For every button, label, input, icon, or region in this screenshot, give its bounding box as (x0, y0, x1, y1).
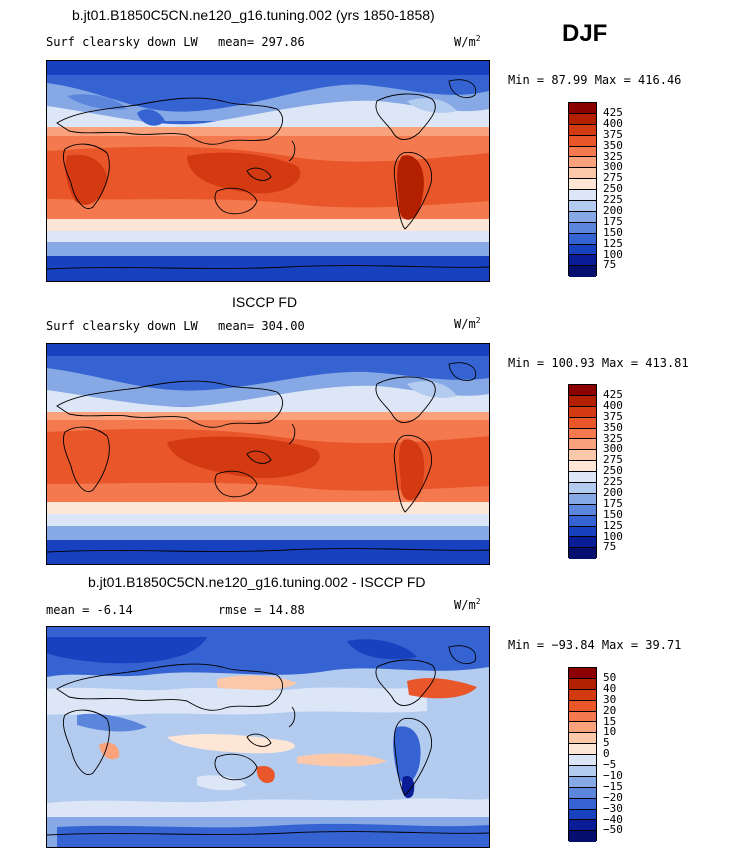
panel2-variable-label: Surf clearsky down LW (46, 319, 198, 333)
panel2-units: W/m2 (454, 316, 481, 331)
colorbar-tick: 250 (603, 182, 623, 196)
colorbar-tick: 5 (603, 736, 610, 750)
panel1-title: b.jt01.B1850C5CN.ne120_g16.tuning.002 (y… (72, 7, 435, 23)
colorbar-tick: 0 (603, 747, 610, 761)
colorbar-tick: 15 (603, 714, 617, 728)
colorbar-tick: 125 (603, 236, 623, 250)
panel1-colorbar (568, 102, 597, 278)
colorbar-tick: 150 (603, 507, 623, 521)
panel3-units: W/m2 (454, 597, 481, 612)
panel2-contour-field (47, 344, 489, 564)
panel1-map (46, 60, 490, 282)
panel2-mean-text: mean= 304.00 (218, 319, 305, 333)
panel3-rmse-text: rmse = 14.88 (218, 603, 305, 617)
colorbar-tick: −30 (603, 801, 623, 815)
colorbar-tick: 50 (603, 671, 617, 684)
panel2-minmax: Min = 100.93 Max = 413.81 (508, 356, 689, 370)
colorbar-tick: 100 (603, 529, 623, 543)
colorbar-tick: 375 (603, 127, 623, 141)
panel2-map (46, 343, 490, 565)
colorbar-tick: −50 (603, 823, 623, 837)
colorbar-tick: 100 (603, 247, 623, 261)
colorbar-tick: 400 (603, 398, 623, 412)
colorbar-tick: 175 (603, 214, 623, 228)
colorbar-tick: 275 (603, 171, 623, 185)
panel1-variable-label: Surf clearsky down LW (46, 35, 198, 49)
colorbar-tick: 400 (603, 116, 623, 130)
colorbar-tick: 225 (603, 193, 623, 207)
colorbar-tick: 125 (603, 518, 623, 532)
colorbar-tick: 75 (603, 540, 617, 554)
colorbar-tick: −5 (603, 758, 617, 772)
colorbar-tick: 175 (603, 496, 623, 510)
colorbar-tick: 200 (603, 486, 623, 500)
panel3-mean-text: mean = -6.14 (46, 603, 133, 617)
panel1-contour-field (47, 61, 489, 281)
colorbar-tick: 425 (603, 106, 623, 119)
panel3-minmax: Min = −93.84 Max = 39.71 (508, 638, 682, 652)
colorbar-tick: 30 (603, 692, 617, 706)
panel1-colorbar-labels: 425 400 375 350 325 300 275 250 225 200 … (603, 106, 623, 272)
colorbar-tick: 250 (603, 464, 623, 478)
colorbar-tick: 300 (603, 442, 623, 456)
panel3-map (46, 626, 490, 848)
panel3-colorbar (568, 667, 597, 843)
colorbar-tick: 425 (603, 388, 623, 401)
colorbar-tick: 350 (603, 420, 623, 434)
panel2-colorbar (568, 384, 597, 560)
panel1-mean-text: mean= 297.86 (218, 35, 305, 49)
colorbar-tick: 225 (603, 475, 623, 489)
colorbar-tick: 350 (603, 138, 623, 152)
colorbar-tick: −40 (603, 812, 623, 826)
colorbar-tick: 20 (603, 703, 617, 717)
colorbar-tick: 200 (603, 204, 623, 218)
colorbar-tick: −20 (603, 790, 623, 804)
colorbar-tick: −10 (603, 769, 623, 783)
colorbar-tick: 150 (603, 225, 623, 239)
colorbar-tick: 325 (603, 431, 623, 445)
colorbar-tick: 275 (603, 453, 623, 467)
panel1-minmax: Min = 87.99 Max = 416.46 (508, 73, 682, 87)
colorbar-tick: 325 (603, 149, 623, 163)
panel1-units: W/m2 (454, 34, 481, 49)
panel3-contour-field (47, 627, 489, 847)
colorbar-tick: 75 (603, 258, 617, 272)
colorbar-tick: 375 (603, 409, 623, 423)
season-label: DJF (562, 20, 608, 47)
panel2-title: ISCCP FD (232, 294, 298, 310)
colorbar-tick: 300 (603, 160, 623, 174)
colorbar-tick: −15 (603, 779, 623, 793)
panel2-colorbar-labels: 425 400 375 350 325 300 275 250 225 200 … (603, 388, 623, 554)
panel3-title: b.jt01.B1850C5CN.ne120_g16.tuning.002 - … (88, 574, 426, 590)
colorbar-tick: 40 (603, 681, 617, 695)
colorbar-tick: 10 (603, 725, 617, 739)
panel3-colorbar-labels: 50 40 30 20 15 10 5 0 −5 −10 −15 −20 −30… (603, 671, 623, 837)
